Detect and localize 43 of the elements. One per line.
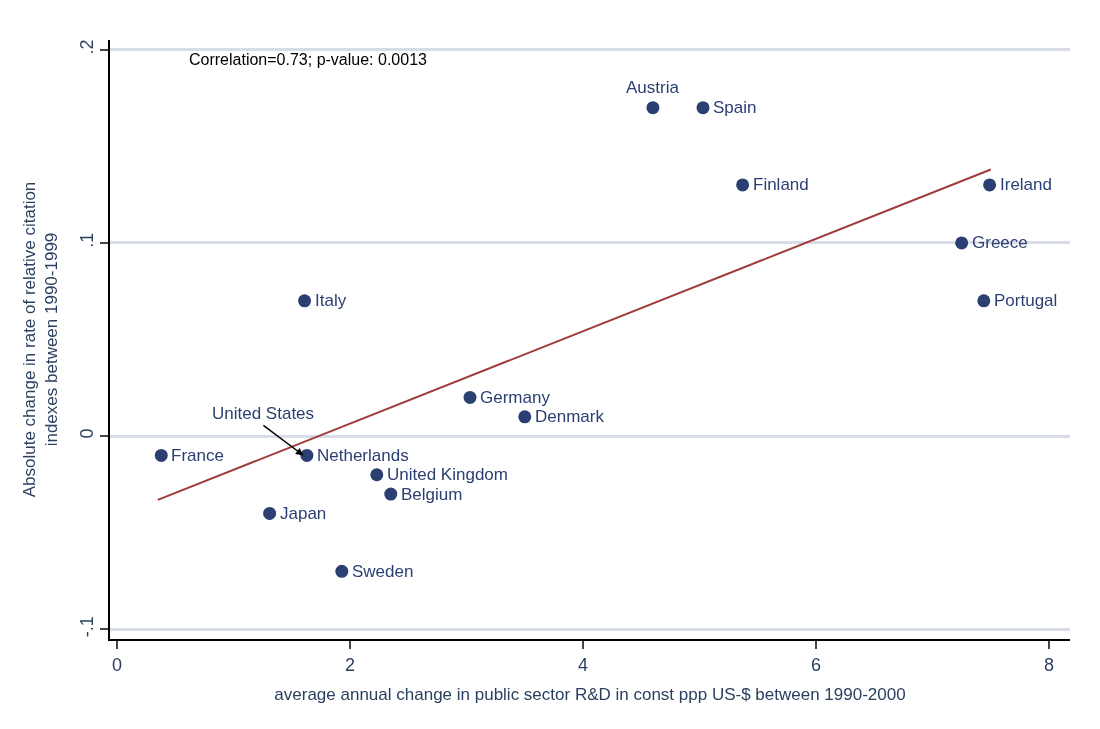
point [696, 101, 710, 115]
annotation: Ireland [1000, 175, 1052, 194]
point [983, 178, 997, 192]
annotation: Germany [480, 388, 551, 407]
y-axis-title: Absolute change in rate of relative citation indexes between 1990-1999 [19, 181, 61, 498]
y-tick-label: .2 [76, 39, 97, 55]
annotation: Japan [280, 504, 327, 523]
annotation: France [171, 446, 224, 465]
point [463, 390, 477, 404]
point [736, 178, 750, 192]
point [300, 448, 314, 462]
annotation: Belgium [401, 485, 463, 504]
y-tick-label: .1 [76, 232, 97, 248]
annotation: Sweden [352, 562, 414, 581]
annotation: Portugal [994, 291, 1058, 310]
point [154, 448, 168, 462]
x-tick-label: 8 [1044, 654, 1055, 675]
annotation: Correlation=0.73; p-value: 0.0013 [189, 51, 428, 68]
annotation: Finland [753, 175, 809, 194]
annotation: Denmark [535, 407, 605, 426]
x-axis-title: average annual change in public sector R&D in const ppp US-$ between 1990-2000 [274, 685, 906, 705]
annotation: Netherlands [317, 446, 409, 465]
annotation: United States [212, 404, 315, 423]
point [370, 468, 384, 482]
x-tick-label: 4 [578, 654, 589, 675]
point [335, 564, 349, 578]
point [646, 101, 660, 115]
annotation: Spain [713, 98, 757, 117]
point [298, 294, 312, 308]
annotation: United Kingdom [387, 465, 508, 484]
point [977, 294, 991, 308]
y-tick-label: 0 [76, 428, 97, 439]
annotation: Austria [626, 78, 680, 97]
x-tick-label: 0 [111, 654, 122, 675]
y-tick-label: -.1 [76, 616, 97, 638]
annotation: Italy [315, 291, 347, 310]
x-tick-label: 6 [811, 654, 822, 675]
point [955, 236, 969, 250]
point [518, 410, 532, 424]
point [384, 487, 398, 501]
annotation: Greece [972, 233, 1028, 252]
point [263, 506, 277, 520]
x-tick-label: 2 [344, 654, 356, 675]
